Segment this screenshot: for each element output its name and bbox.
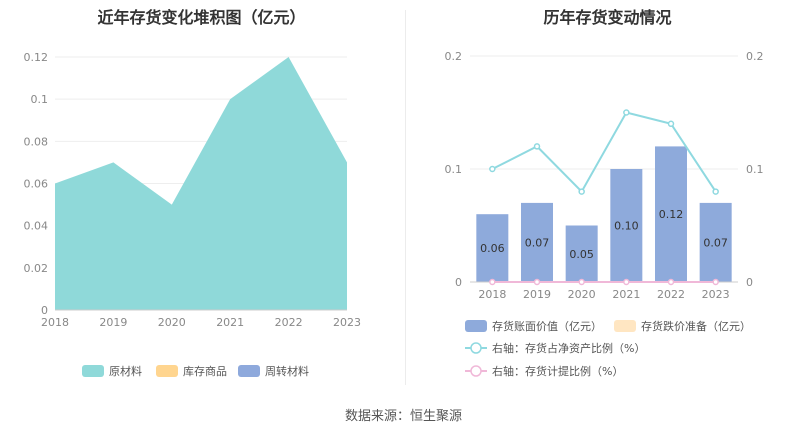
combo-bar-line-chart: 0 0.1 0.2 0 0.1 0.2 0.06 0.07 0.05 0.10 0.12 0.07 20…: [445, 50, 764, 378]
x-tick-label: 2018: [41, 316, 69, 329]
y-tick-label: 0.12: [24, 51, 49, 64]
legend-label: 原材料: [109, 364, 142, 378]
area-series: [55, 57, 347, 310]
legend-label: 右轴：存货计提比例（%）: [492, 364, 623, 378]
left-chart-panel: 近年存货变化堆积图（亿元） 0 0.02 0.04 0.06 0.08 0.1 0.12 20…: [0, 0, 403, 390]
legend-swatch: [156, 365, 178, 377]
line-point: [489, 278, 496, 286]
line-point: [489, 165, 496, 173]
right-chart-title: 历年存货变动情况: [543, 8, 672, 27]
y-tick-label: 0.1: [31, 93, 49, 106]
line-point: [533, 278, 541, 286]
x-tick-label: 2022: [657, 288, 685, 301]
x-tick-label: 2022: [275, 316, 303, 329]
x-tick-label: 2019: [523, 288, 551, 301]
y-right-tick-label: 0: [746, 276, 753, 289]
x-tick-label: 2023: [333, 316, 361, 329]
bar-data-label: 0.06: [480, 242, 505, 255]
legend-label: 存货账面价值（亿元）: [492, 319, 602, 333]
panel-divider: [405, 10, 406, 385]
x-tick-label: 2023: [702, 288, 730, 301]
bar-data-label: 0.07: [703, 236, 728, 249]
bar: [655, 146, 687, 282]
y-tick-label: 0.06: [24, 178, 49, 191]
line-point: [667, 120, 675, 128]
line-point: [712, 278, 719, 286]
legend-marker: [470, 365, 482, 377]
x-tick-label: 2020: [568, 288, 596, 301]
bar-data-label: 0.07: [525, 236, 550, 249]
bar: [476, 214, 509, 282]
bar: [521, 202, 553, 282]
y-tick-label: 0.08: [24, 135, 49, 148]
y-tick-label: 0: [41, 304, 48, 317]
ratio-line: [491, 111, 717, 194]
stacked-area-chart: 0 0.02 0.04 0.06 0.08 0.1 0.12 2018 2019 2020 2021…: [24, 51, 362, 378]
x-tick-label: 2021: [216, 316, 244, 329]
legend-swatch: [82, 365, 104, 377]
y-right-tick-label: 0.1: [746, 163, 764, 176]
y-left-tick-label: 0: [455, 276, 462, 289]
line-point: [578, 278, 585, 286]
line-point: [623, 278, 630, 286]
line-point: [667, 278, 675, 286]
y-left-tick-label: 0.1: [445, 163, 463, 176]
line-point: [533, 143, 541, 150]
data-source-caption: 数据来源：恒生聚源: [344, 409, 462, 424]
legend-label: 库存商品: [183, 364, 227, 378]
legend-swatch: [614, 320, 636, 332]
y-tick-label: 0.02: [24, 262, 49, 275]
x-tick-label: 2018: [478, 288, 506, 301]
bar-data-label: 0.12: [659, 208, 684, 221]
legend-label: 周转材料: [265, 364, 309, 378]
bar-data-label: 0.10: [614, 220, 639, 233]
legend-label: 右轴：存货占净资产比例（%）: [492, 341, 645, 355]
y-right-tick-label: 0.2: [746, 50, 764, 63]
x-tick-label: 2020: [158, 316, 186, 329]
legend-marker: [470, 342, 482, 354]
legend-swatch: [238, 365, 260, 377]
x-tick-label: 2019: [99, 316, 127, 329]
bar: [565, 225, 598, 282]
right-chart-panel: 历年存货变动情况 0 0.1 0.2 0 0.1 0.2 0.06 0.07 0.05 0.10 0…: [408, 0, 807, 390]
bar-data-label: 0.05: [569, 248, 594, 261]
bar: [699, 202, 732, 282]
legend-swatch: [465, 320, 487, 332]
bar: [610, 169, 643, 282]
legend-label: 存货跌价准备（亿元）: [641, 319, 751, 333]
x-tick-label: 2021: [612, 288, 640, 301]
left-chart-title: 近年存货变化堆积图（亿元）: [97, 8, 306, 27]
line-point: [578, 188, 585, 195]
y-left-tick-label: 0.2: [445, 50, 463, 63]
line-point: [623, 109, 630, 116]
line-point: [712, 188, 719, 195]
y-tick-label: 0.04: [24, 220, 49, 233]
